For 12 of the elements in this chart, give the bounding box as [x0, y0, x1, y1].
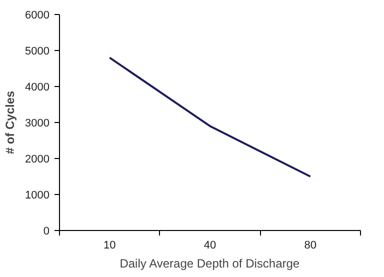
y-tick-label: 4000: [25, 82, 50, 94]
y-tick-label: 5000: [25, 46, 50, 58]
x-tick-label: 80: [304, 240, 316, 252]
x-tick-label: 40: [204, 240, 216, 252]
y-tick-label: 3000: [25, 118, 50, 130]
y-tick-label: 0: [43, 226, 50, 238]
y-tick-label: 1000: [25, 190, 50, 202]
x-axis-title: Daily Average Depth of Discharge: [120, 256, 300, 270]
y-tick-label: 6000: [25, 10, 50, 22]
y-tick-label: 2000: [25, 154, 50, 166]
y-axis-title: # of Cycles: [3, 90, 18, 154]
x-tick-label: 10: [104, 240, 116, 252]
